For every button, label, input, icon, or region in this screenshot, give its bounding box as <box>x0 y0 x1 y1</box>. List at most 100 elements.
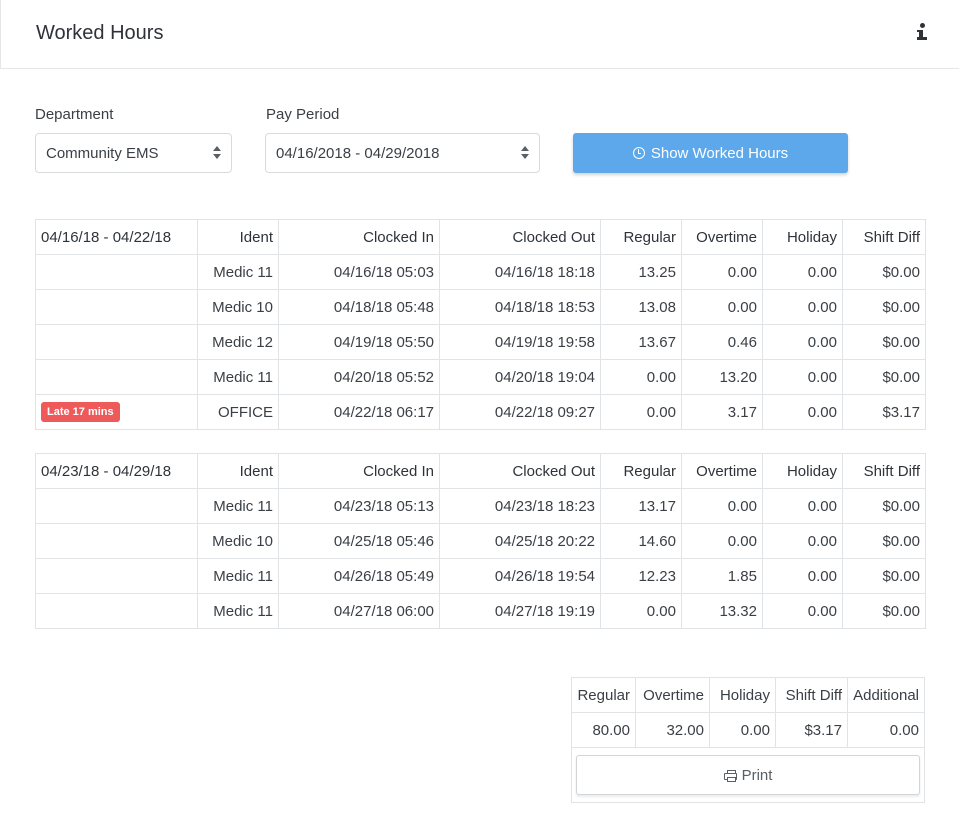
clocked-in-cell: 04/25/18 05:46 <box>278 523 440 559</box>
holiday-cell: 0.00 <box>762 593 843 629</box>
ident-cell: Medic 11 <box>197 558 279 594</box>
row-status-cell <box>35 324 198 360</box>
column-header-overtime: Overtime <box>681 453 763 489</box>
totals-header-overtime: Overtime <box>635 677 710 713</box>
table-row[interactable]: Medic 10 04/25/18 05:46 04/25/18 20:22 14.6… <box>35 523 926 559</box>
table-row[interactable]: Medic 10 04/18/18 05:48 04/18/18 18:53 13.0… <box>35 289 926 325</box>
overtime-cell: 0.46 <box>681 324 763 360</box>
show-worked-hours-label: Show Worked Hours <box>650 144 789 162</box>
pay-period-select[interactable]: 04/16/2018 - 04/29/2018 <box>265 133 540 173</box>
totals-header-shift-diff: Shift Diff <box>775 677 848 713</box>
ident-cell: Medic 11 <box>197 359 279 395</box>
late-badge: Late 17 mins <box>41 402 120 422</box>
clocked-out-cell: 04/25/18 20:22 <box>439 523 601 559</box>
ident-cell: Medic 10 <box>197 289 279 325</box>
clocked-out-cell: 04/26/18 19:54 <box>439 558 601 594</box>
clocked-out-cell: 04/19/18 19:58 <box>439 324 601 360</box>
table-row[interactable]: Late 17 mins OFFICE 04/22/18 06:17 04/22/18… <box>35 394 926 430</box>
totals-header-row: Regular Overtime Holiday Shift Diff Addi… <box>571 677 925 713</box>
overtime-cell: 0.00 <box>681 523 763 559</box>
row-status-cell: Late 17 mins <box>35 394 198 430</box>
holiday-cell: 0.00 <box>762 289 843 325</box>
holiday-cell: 0.00 <box>762 359 843 395</box>
clocked-in-cell: 04/18/18 05:48 <box>278 289 440 325</box>
column-header-shift-diff: Shift Diff <box>842 219 926 255</box>
ident-cell: Medic 12 <box>197 324 279 360</box>
column-header-ident: Ident <box>197 453 279 489</box>
overtime-cell: 13.32 <box>681 593 763 629</box>
holiday-cell: 0.00 <box>762 523 843 559</box>
row-status-cell <box>35 593 198 629</box>
page-title: Worked Hours <box>36 22 164 44</box>
table-row[interactable]: Medic 11 04/20/18 05:52 04/20/18 19:04 0.00… <box>35 359 926 395</box>
print-cell: Print <box>571 747 925 803</box>
row-status-cell <box>35 558 198 594</box>
shift-diff-cell: $0.00 <box>842 488 926 524</box>
holiday-cell: 0.00 <box>762 324 843 360</box>
table-row[interactable]: Medic 11 04/23/18 05:13 04/23/18 18:23 13.1… <box>35 488 926 524</box>
ident-cell: Medic 11 <box>197 488 279 524</box>
week-table: 04/23/18 - 04/29/18 Ident Clocked In Clocke… <box>35 453 926 629</box>
clocked-in-cell: 04/22/18 06:17 <box>278 394 440 430</box>
shift-diff-cell: $0.00 <box>842 523 926 559</box>
ident-cell: Medic 11 <box>197 254 279 290</box>
shift-diff-cell: $0.00 <box>842 324 926 360</box>
total-holiday: 0.00 <box>709 712 776 748</box>
row-status-cell <box>35 359 198 395</box>
row-status-cell <box>35 488 198 524</box>
table-row[interactable]: Medic 11 04/26/18 05:49 04/26/18 19:54 12.2… <box>35 558 926 594</box>
printer-icon <box>723 769 737 782</box>
department-select-value: Community EMS <box>46 145 159 162</box>
overtime-cell: 0.00 <box>681 289 763 325</box>
pay-period-select-value: 04/16/2018 - 04/29/2018 <box>276 145 440 162</box>
week-range: 04/23/18 - 04/29/18 <box>35 453 198 489</box>
shift-diff-cell: $0.00 <box>842 254 926 290</box>
column-header-holiday: Holiday <box>762 219 843 255</box>
ident-cell: Medic 10 <box>197 523 279 559</box>
regular-cell: 0.00 <box>600 394 682 430</box>
column-header-clocked-in: Clocked In <box>278 453 440 489</box>
ident-cell: OFFICE <box>197 394 279 430</box>
shift-diff-cell: $0.00 <box>842 289 926 325</box>
holiday-cell: 0.00 <box>762 394 843 430</box>
regular-cell: 12.23 <box>600 558 682 594</box>
totals-header-regular: Regular <box>571 677 636 713</box>
show-worked-hours-button[interactable]: Show Worked Hours <box>573 133 848 173</box>
regular-cell: 13.25 <box>600 254 682 290</box>
clocked-out-cell: 04/23/18 18:23 <box>439 488 601 524</box>
department-select[interactable]: Community EMS <box>35 133 232 173</box>
clocked-out-cell: 04/22/18 09:27 <box>439 394 601 430</box>
column-header-regular: Regular <box>600 453 682 489</box>
column-header-overtime: Overtime <box>681 219 763 255</box>
totals-header-additional: Additional <box>847 677 925 713</box>
overtime-cell: 0.00 <box>681 488 763 524</box>
holiday-cell: 0.00 <box>762 558 843 594</box>
overtime-cell: 1.85 <box>681 558 763 594</box>
table-row[interactable]: Medic 12 04/19/18 05:50 04/19/18 19:58 13.6… <box>35 324 926 360</box>
total-additional: 0.00 <box>847 712 925 748</box>
week-header-row: 04/23/18 - 04/29/18 Ident Clocked In Clocke… <box>35 453 926 489</box>
total-overtime: 32.00 <box>635 712 710 748</box>
pay-period-label: Pay Period <box>266 106 340 123</box>
regular-cell: 13.17 <box>600 488 682 524</box>
clocked-in-cell: 04/20/18 05:52 <box>278 359 440 395</box>
page-header: Worked Hours <box>0 0 959 69</box>
clock-icon <box>632 147 645 159</box>
total-shift-diff: $3.17 <box>775 712 848 748</box>
totals-table: Regular Overtime Holiday Shift Diff Addi… <box>571 677 925 803</box>
ident-cell: Medic 11 <box>197 593 279 629</box>
shift-diff-cell: $3.17 <box>842 394 926 430</box>
print-button[interactable]: Print <box>576 755 920 795</box>
column-header-shift-diff: Shift Diff <box>842 453 926 489</box>
shift-diff-cell: $0.00 <box>842 359 926 395</box>
column-header-clocked-out: Clocked Out <box>439 453 601 489</box>
table-row[interactable]: Medic 11 04/27/18 06:00 04/27/18 19:19 0.00… <box>35 593 926 629</box>
totals-values-row: 80.00 32.00 0.00 $3.17 0.00 <box>571 712 925 748</box>
table-row[interactable]: Medic 11 04/16/18 05:03 04/16/18 18:18 13.2… <box>35 254 926 290</box>
column-header-holiday: Holiday <box>762 453 843 489</box>
holiday-cell: 0.00 <box>762 254 843 290</box>
regular-cell: 13.08 <box>600 289 682 325</box>
row-status-cell <box>35 523 198 559</box>
column-header-ident: Ident <box>197 219 279 255</box>
info-icon[interactable] <box>915 22 929 42</box>
